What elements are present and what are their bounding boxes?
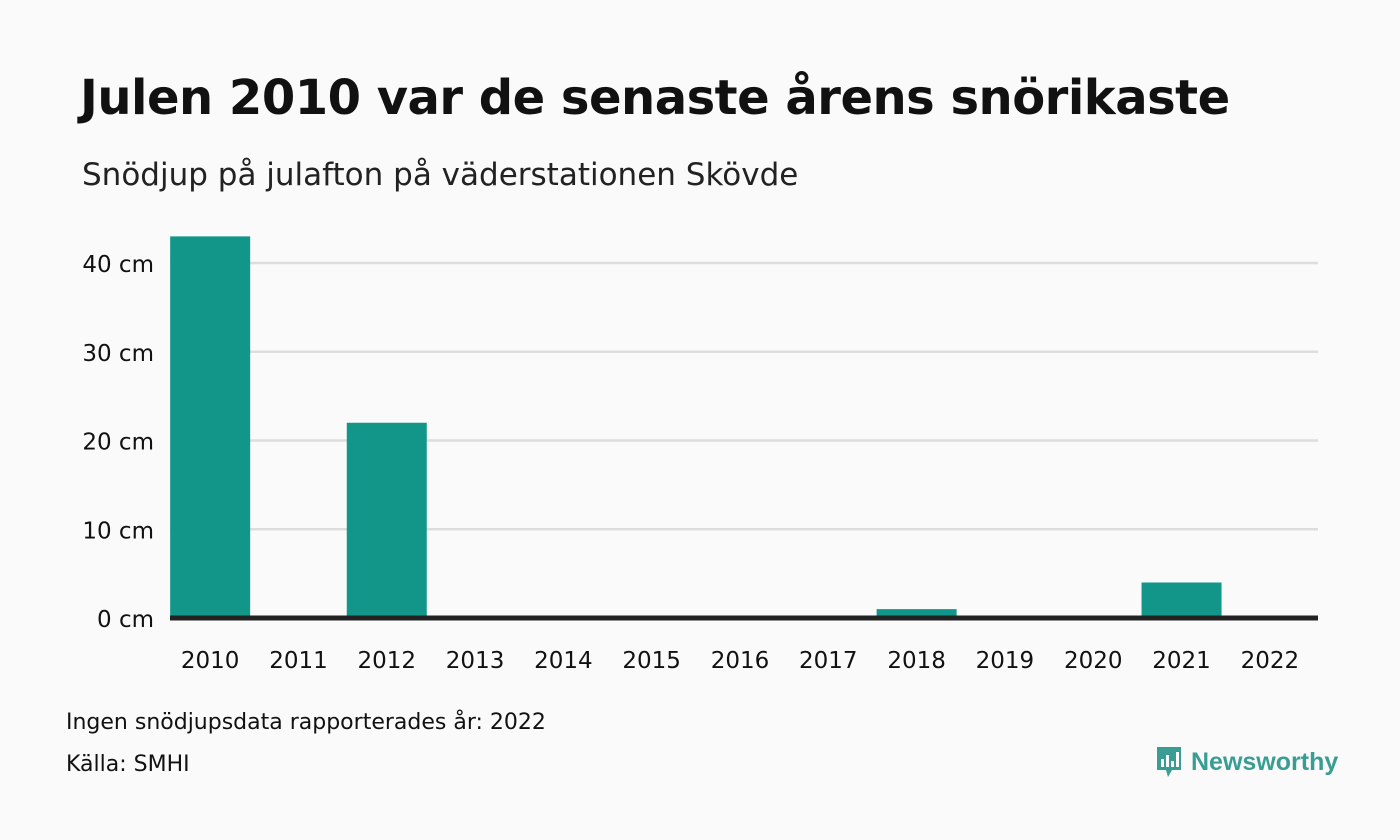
newsworthy-logo-icon — [1157, 747, 1181, 777]
brand-logo: Newsworthy — [1155, 745, 1338, 779]
x-tick-label: 2021 — [1152, 648, 1211, 674]
chart-title: Julen 2010 var de senaste årens snörikas… — [80, 70, 1230, 126]
x-tick-label: 2015 — [622, 648, 681, 674]
x-tick-label: 2020 — [1064, 648, 1123, 674]
x-tick-label: 2016 — [711, 648, 770, 674]
x-tick-label: 2013 — [446, 648, 505, 674]
y-tick-label: 40 cm — [82, 252, 154, 278]
y-tick-label: 10 cm — [82, 518, 154, 544]
x-tick-label: 2012 — [357, 648, 416, 674]
source-note: Källa: SMHI — [66, 752, 190, 777]
bar — [1141, 582, 1222, 618]
x-tick-label: 2017 — [799, 648, 858, 674]
x-tick-label: 2022 — [1241, 648, 1300, 674]
chart-subtitle: Snödjup på julafton på väderstationen Sk… — [82, 157, 799, 193]
y-tick-label: 20 cm — [82, 430, 154, 456]
x-tick-label: 2018 — [887, 648, 946, 674]
y-tick-label: 30 cm — [82, 341, 154, 367]
missing-data-note: Ingen snödjupsdata rapporterades år: 202… — [66, 710, 546, 735]
y-tick-label: 0 cm — [97, 607, 154, 633]
x-tick-label: 2010 — [181, 648, 240, 674]
x-tick-label: 2019 — [976, 648, 1035, 674]
bar — [170, 236, 251, 618]
bar — [346, 422, 427, 618]
x-tick-label: 2014 — [534, 648, 593, 674]
bar — [876, 609, 957, 618]
brand-name: Newsworthy — [1191, 747, 1339, 776]
x-tick-label: 2011 — [269, 648, 328, 674]
